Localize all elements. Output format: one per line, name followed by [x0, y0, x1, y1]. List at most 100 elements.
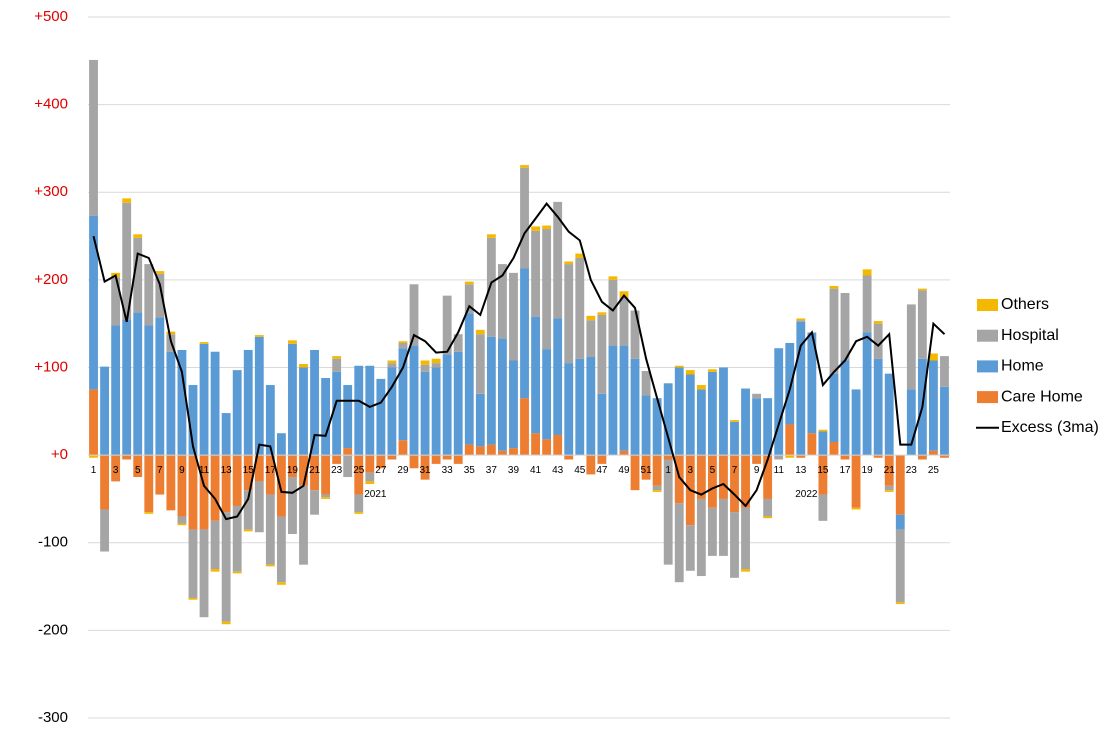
- bar: [851, 455, 861, 508]
- bar: [752, 455, 762, 464]
- x-tick-label: 37: [486, 465, 498, 476]
- bar: [486, 234, 496, 238]
- bar: [199, 455, 209, 530]
- bar: [475, 334, 485, 394]
- line: [92, 201, 946, 521]
- bar: [696, 455, 706, 499]
- bar: [310, 349, 319, 456]
- bar: [520, 167, 529, 269]
- bar: [763, 516, 773, 519]
- bar: [254, 481, 264, 533]
- bar: [796, 455, 806, 458]
- bar: [365, 481, 375, 485]
- bar: [111, 455, 121, 482]
- bar: [89, 389, 98, 456]
- bar: [619, 345, 629, 451]
- bar: [685, 374, 695, 456]
- bar: [608, 279, 618, 346]
- bar: [917, 290, 927, 359]
- bar: [409, 345, 419, 456]
- bar: [619, 450, 629, 456]
- bar: [188, 597, 198, 600]
- bar: [409, 455, 419, 469]
- bar: [851, 389, 861, 456]
- bar: [221, 512, 231, 622]
- bar: [486, 336, 496, 445]
- bar: [265, 494, 275, 565]
- bar: [619, 297, 629, 346]
- y-tick-label: +300: [34, 183, 68, 200]
- bar: [752, 398, 762, 456]
- x-tick-label: 35: [464, 465, 476, 476]
- bar: [509, 360, 518, 449]
- bar: [741, 455, 750, 508]
- bar: [188, 529, 198, 598]
- bar: [155, 317, 165, 456]
- y-tick-label: +200: [34, 271, 68, 288]
- bar: [531, 316, 540, 434]
- bar: [741, 507, 750, 570]
- bar: [254, 335, 264, 337]
- bar: [199, 342, 209, 344]
- bar: [696, 498, 706, 577]
- bar: [100, 366, 109, 456]
- bar: [520, 268, 529, 399]
- bar: [144, 512, 154, 514]
- bar: [807, 433, 817, 456]
- bar: [796, 320, 806, 322]
- y-tick-label: +400: [34, 96, 68, 113]
- bar: [486, 237, 496, 337]
- bar: [442, 354, 452, 456]
- bar: [122, 319, 132, 456]
- bar: [332, 356, 342, 359]
- legend-label: Excess (3ma): [1001, 419, 1099, 436]
- bar: [265, 455, 275, 495]
- bar: [906, 304, 916, 390]
- bar: [796, 321, 806, 456]
- bar: [210, 520, 220, 570]
- x-tick-label: 25: [353, 465, 365, 476]
- bar: [641, 395, 651, 456]
- bar: [232, 370, 242, 456]
- bar: [354, 365, 364, 456]
- bar: [597, 312, 607, 315]
- bar: [276, 455, 286, 517]
- bar: [210, 351, 220, 456]
- bar: [586, 320, 596, 357]
- bar: [542, 349, 552, 440]
- bar: [177, 523, 187, 526]
- bar: [719, 455, 728, 499]
- bar: [785, 342, 795, 425]
- bar: [774, 455, 784, 460]
- bar: [199, 343, 209, 456]
- bar: [453, 351, 463, 456]
- legend-label: Care Home: [1001, 388, 1083, 405]
- bar: [730, 421, 739, 456]
- x-tick-label: 15: [243, 465, 255, 476]
- bar: [354, 512, 364, 514]
- y-tick-label: +0: [51, 446, 68, 463]
- bar: [243, 490, 253, 530]
- bar: [652, 490, 662, 492]
- x-tick-label: 19: [287, 465, 299, 476]
- bar: [265, 564, 275, 567]
- bar: [486, 444, 496, 456]
- bar: [763, 498, 773, 517]
- bar: [929, 360, 938, 451]
- bar: [597, 393, 607, 456]
- bar: [575, 257, 585, 359]
- bar: [299, 367, 308, 456]
- bar: [929, 353, 938, 361]
- bar: [166, 331, 176, 335]
- bar: [442, 455, 452, 460]
- bar: [166, 351, 176, 456]
- bar: [763, 455, 773, 499]
- bar: [111, 277, 121, 326]
- bar: [608, 276, 618, 280]
- bar: [586, 455, 596, 475]
- bar: [564, 264, 574, 364]
- bar: [332, 455, 342, 464]
- bar: [254, 336, 264, 456]
- bar: [564, 261, 574, 265]
